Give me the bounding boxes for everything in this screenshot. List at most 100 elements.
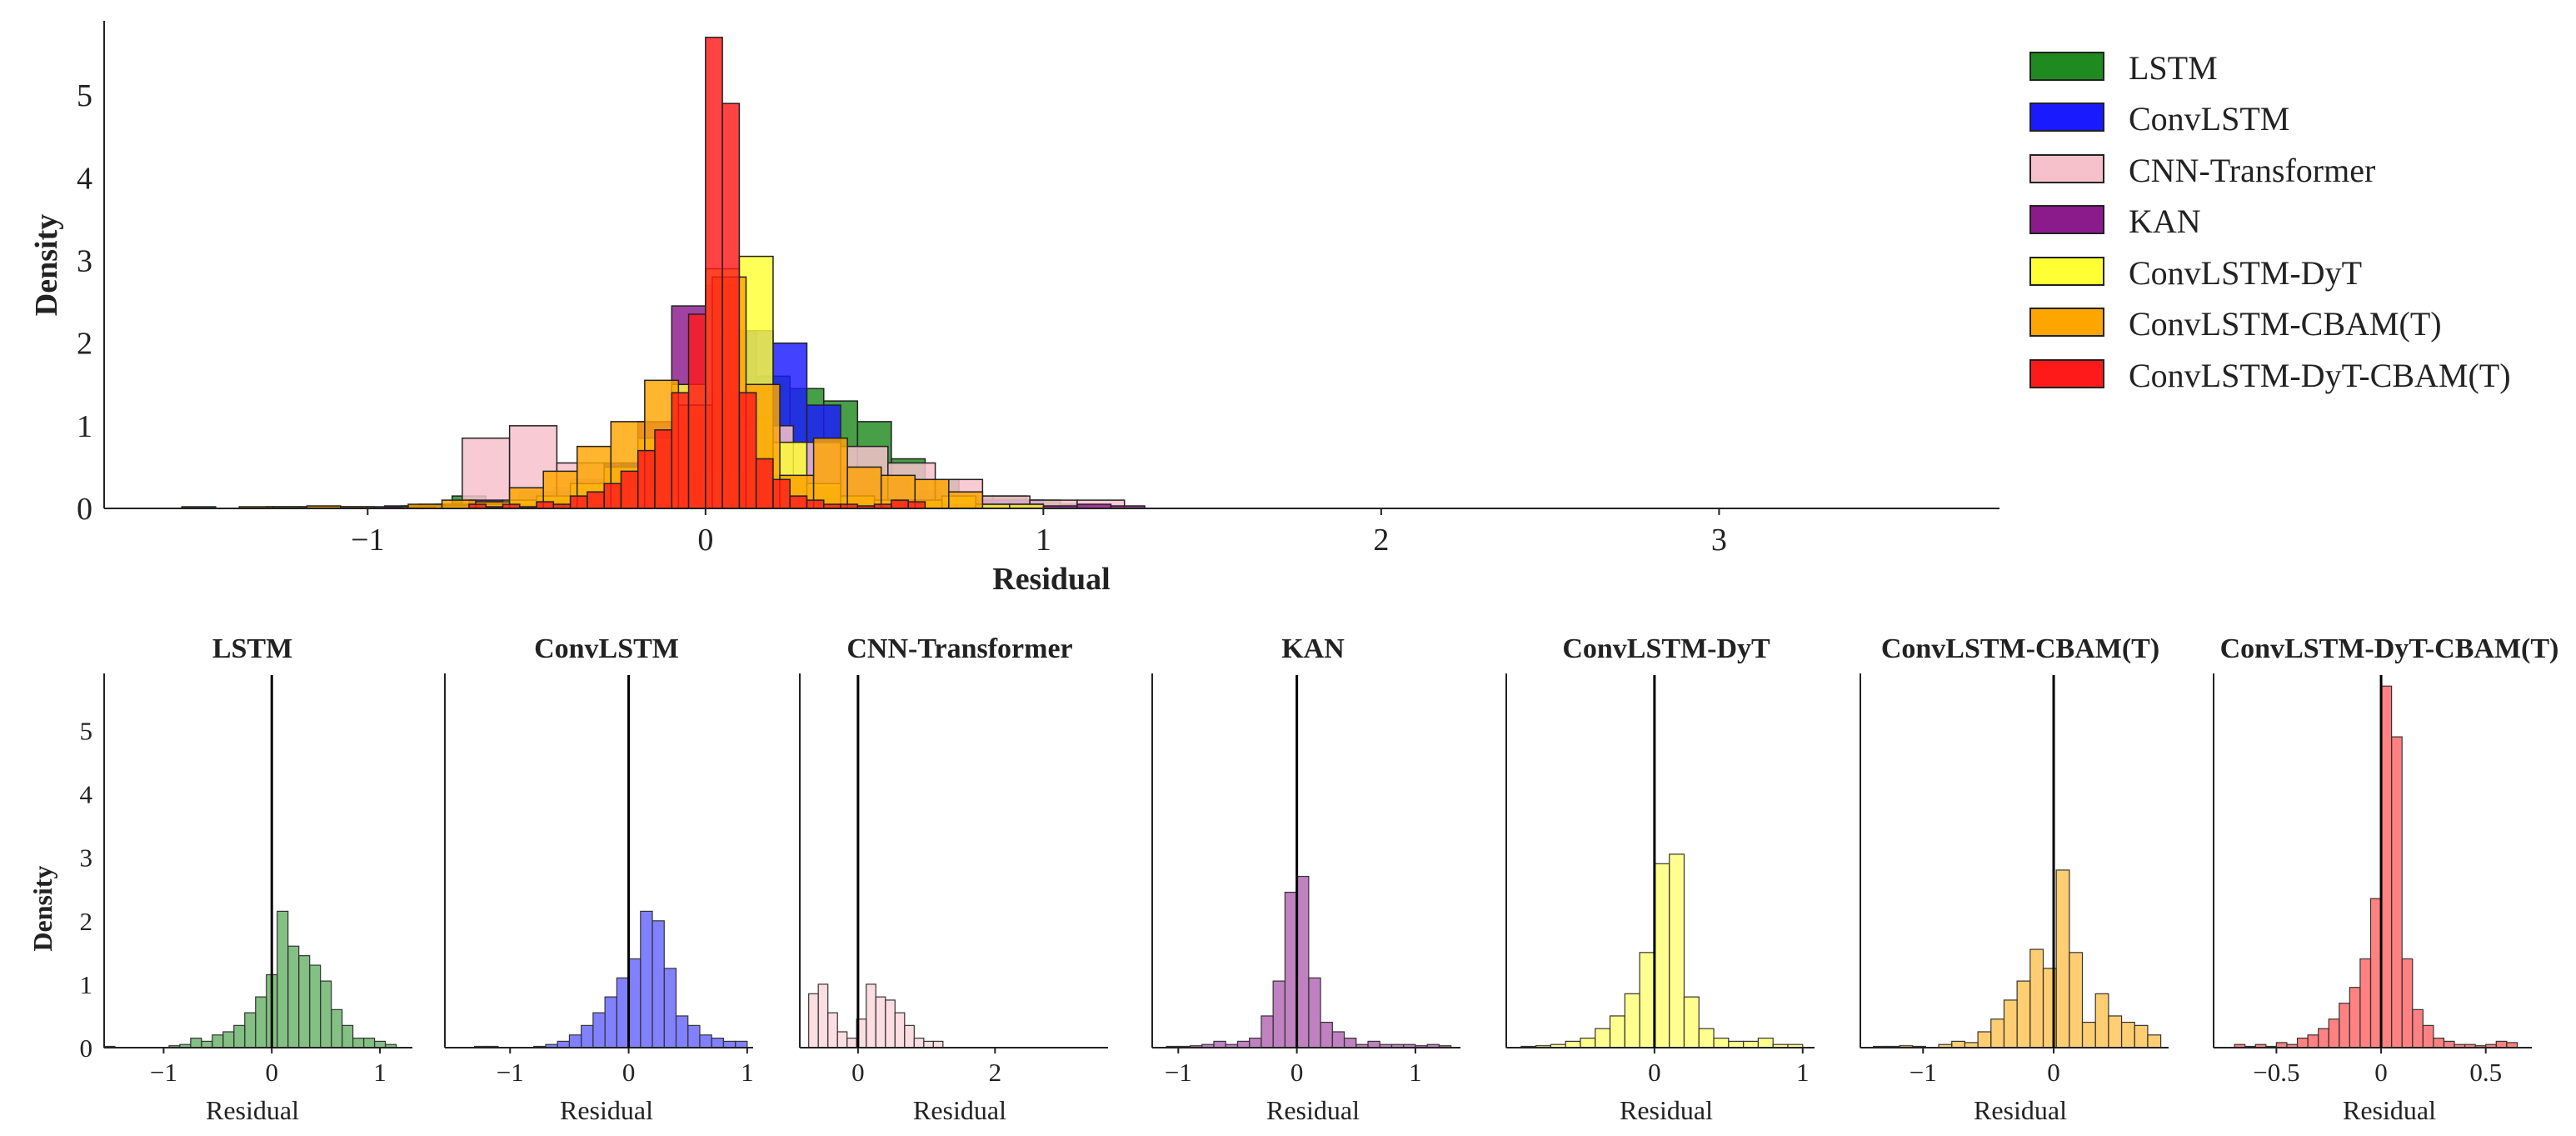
panel-bar-convlstm-dyt-cbam-t xyxy=(2401,958,2414,1048)
overlay-bar-convlstm-dyt-cbam-t xyxy=(569,495,588,509)
legend-label-convlstm: ConvLSTM xyxy=(2129,100,2289,138)
panel-x-tick-label-convlstm-dyt-cbam-t: 0.5 xyxy=(2469,1058,2502,1087)
panel-bar-convlstm-dyt xyxy=(1595,1028,1611,1048)
panel-x-tick-label-cnn-transformer: 0 xyxy=(851,1058,865,1087)
overlay-x-tick-label: 1 xyxy=(1036,523,1051,558)
legend-item-kan: KAN xyxy=(2029,203,2201,240)
panel-bar-kan xyxy=(1284,891,1298,1048)
panel-bar-kan xyxy=(1261,1015,1274,1048)
overlay-x-ticks: −1 0 1 2 3 xyxy=(351,508,1727,558)
panel-bar-cnn-transformer xyxy=(923,1040,934,1048)
panel-x-tick-label-lstm: −1 xyxy=(150,1058,177,1087)
panel-bar-convlstm xyxy=(581,1024,594,1048)
panel-bar-convlstm-dyt xyxy=(1683,996,1700,1048)
overlay-bar-cnn-transformer xyxy=(462,437,511,509)
overlay-y-axis-label: Density xyxy=(29,214,64,316)
panel-bar-convlstm-cbam-t xyxy=(2069,952,2084,1048)
panel-bar-lstm xyxy=(222,1031,235,1048)
overlay-bar-convlstm-cbam-t xyxy=(812,437,848,509)
panel-bar-lstm xyxy=(233,1024,246,1048)
panel-lstm: LSTM Residual Density −1 0 1 0 1 2 3 4 5 xyxy=(27,633,412,1125)
overlay-y-ticks: 0 1 2 3 4 5 xyxy=(77,78,92,527)
panel-x-tick-label-lstm: 0 xyxy=(265,1058,278,1087)
panel-bar-convlstm-dyt-cbam-t xyxy=(2443,1040,2455,1048)
panel-bar-convlstm-cbam-t xyxy=(2094,993,2109,1048)
panel-bar-convlstm-dyt-cbam-t xyxy=(2359,958,2372,1048)
panel-bar-convlstm-dyt-cbam-t xyxy=(2380,685,2393,1048)
panel-bar-lstm xyxy=(362,1037,376,1048)
panel-bar-convlstm-cbam-t xyxy=(1977,1031,1992,1048)
panel-x-tick-label-convlstm: 0 xyxy=(622,1058,636,1087)
panel-bar-convlstm xyxy=(616,977,630,1048)
legend-swatch-convlstm-dyt-cbam xyxy=(2029,359,2104,388)
overlay-x-axis-label: Residual xyxy=(992,562,1110,597)
panel-title-convlstm: ConvLSTM xyxy=(534,633,679,664)
panel-bar-kan xyxy=(1367,1040,1380,1048)
panel-bar-convlstm-dyt-cbam-t xyxy=(2369,898,2382,1048)
legend-label-convlstm-cbam: ConvLSTM-CBAM(T) xyxy=(2129,305,2442,343)
panel-plot-convlstm: −1 0 1 xyxy=(444,673,754,1087)
overlay-x-tick-label: 0 xyxy=(697,523,713,558)
panel-bar-convlstm-dyt-cbam-t xyxy=(2318,1028,2329,1048)
panel-x-tick-label-kan: 1 xyxy=(1409,1058,1422,1087)
panel-bar-cnn-transformer xyxy=(894,1012,906,1048)
panel-bar-convlstm-dyt xyxy=(1565,1040,1581,1048)
legend-label-lstm: LSTM xyxy=(2129,49,2218,87)
legend-swatch-lstm xyxy=(2029,52,2104,81)
panel-xlabel-lstm: Residual xyxy=(206,1095,299,1125)
panel-bar-convlstm xyxy=(557,1040,571,1048)
overlay-bar-convlstm-dyt-cbam-t xyxy=(789,495,808,509)
panel-bar-lstm xyxy=(373,1040,387,1048)
panel-bar-convlstm-dyt xyxy=(1713,1037,1730,1048)
panel-bar-convlstm-cbam-t xyxy=(2120,1021,2135,1048)
overlay-bars-group xyxy=(181,37,1146,509)
panel-bar-convlstm-cbam-t xyxy=(1951,1040,1966,1048)
panel-bar-lstm xyxy=(342,1024,354,1048)
panel-bar-convlstm-dyt xyxy=(1669,853,1685,1048)
overlay-bar-convlstm-cbam-t xyxy=(846,466,882,509)
panel-plot-lstm: −1 0 1 0 1 2 3 4 5 xyxy=(80,673,412,1087)
overlay-bar-convlstm-dyt-cbam-t xyxy=(671,392,690,509)
panel-x-tick-label-convlstm-cbam-t: 0 xyxy=(2047,1058,2060,1087)
panel-plot-convlstm-dyt-cbam: −0.5 0 0.5 xyxy=(2213,673,2532,1087)
panel-bar-cnn-transformer xyxy=(932,1040,944,1048)
panel-bar-convlstm-dyt-cbam-t xyxy=(2433,1037,2445,1048)
panel-bar-convlstm-dyt xyxy=(1580,1037,1596,1048)
panel-bar-lstm xyxy=(287,945,300,1048)
panel-x-tick-label-convlstm-cbam-t: −1 xyxy=(1910,1058,1937,1087)
overlay-bar-convlstm-dyt-cbam-t xyxy=(620,470,639,509)
overlay-bar-convlstm-dyt-cbam-t xyxy=(705,37,723,509)
panel-y-tick-label-lstm: 4 xyxy=(80,780,93,809)
panel-bar-lstm xyxy=(298,955,311,1048)
panel-xlabel-kan: Residual xyxy=(1266,1095,1360,1125)
legend-item-convlstm: ConvLSTM xyxy=(2029,100,2289,138)
panel-bar-convlstm-cbam-t xyxy=(2016,980,2031,1048)
panel-bar-lstm xyxy=(277,910,289,1048)
panel-bar-kan xyxy=(1331,1031,1345,1048)
panel-convlstm-cbam: ConvLSTM-CBAM(T) Residual −1 0 xyxy=(1860,633,2169,1125)
panel-bar-convlstm-dyt-cbam-t xyxy=(2339,1003,2350,1048)
overlay-bar-convlstm-cbam-t xyxy=(948,491,984,509)
legend-swatch-convlstm-dyt xyxy=(2029,257,2104,286)
overlay-bar-convlstm-dyt-cbam-t xyxy=(907,501,926,509)
panel-bar-convlstm-cbam-t xyxy=(2029,948,2044,1048)
panel-bar-convlstm-dyt xyxy=(1757,1037,1774,1048)
overlay-bar-convlstm-dyt-cbam-t xyxy=(806,499,825,509)
panel-bar-kan xyxy=(1343,1037,1357,1048)
panel-bar-lstm xyxy=(320,980,332,1048)
panel-bar-convlstm-dyt-cbam-t xyxy=(2328,1018,2340,1048)
panel-convlstm-dyt-cbam: ConvLSTM-DyT-CBAM(T) Residual −0.5 0 0.5 xyxy=(2213,633,2559,1125)
legend-item-lstm: LSTM xyxy=(2029,49,2218,87)
panel-bar-convlstm-cbam-t xyxy=(2108,1015,2123,1048)
panel-bar-kan xyxy=(1213,1040,1226,1048)
panel-bar-lstm xyxy=(244,1012,257,1048)
panel-bar-kan xyxy=(1320,1021,1333,1048)
overlay-x-tick-label: 2 xyxy=(1373,523,1389,558)
panel-x-tick-label-convlstm-dyt: 0 xyxy=(1648,1058,1661,1087)
panel-bar-convlstm xyxy=(675,1015,689,1048)
panel-bar-convlstm-dyt xyxy=(1624,993,1640,1048)
panel-bar-convlstm-dyt xyxy=(1609,1015,1625,1048)
